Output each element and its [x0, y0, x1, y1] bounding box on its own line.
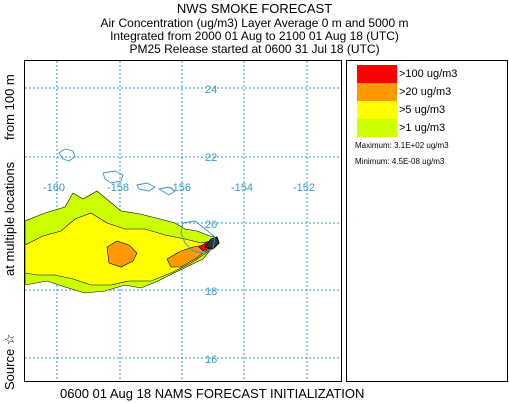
legend-panel: >100 ug/m3 >20 ug/m3 >5 ug/m3 >1 ug/m3 M…: [346, 60, 508, 382]
coastlines: [58, 148, 216, 254]
side-label: Source ☆ at multiple locations from 100 …: [0, 60, 24, 390]
concentration-subtitle: Air Concentration (ug/m3) Layer Average …: [100, 16, 409, 30]
release-height-label: from 100 m: [2, 74, 17, 140]
legend-label-100: >100 ug/m3: [399, 68, 458, 80]
legend-label-5: >5 ug/m3: [399, 104, 446, 116]
lon-label-2: -156: [169, 182, 191, 194]
lon-label-1: -158: [107, 182, 129, 194]
lon-label-0: -160: [43, 182, 65, 194]
source-label: Source ☆: [2, 333, 17, 390]
release-info: PM25 Release started at 0600 31 Jul 18 (…: [129, 42, 380, 56]
plume-contour-20b: [166, 244, 210, 268]
lon-label-4: -152: [293, 182, 315, 194]
legend-swatch-100: [357, 65, 397, 83]
lat-label-2: 20: [205, 219, 217, 231]
legend-item-5: >5 ug/m3: [357, 101, 445, 119]
smoke-map: -160 -158 -156 -154 -152 24 22 20 18 16: [24, 61, 341, 381]
lat-label-3: 18: [205, 286, 217, 298]
legend-item-20: >20 ug/m3: [357, 83, 451, 101]
legend-item-1: >1 ug/m3: [357, 119, 445, 137]
lat-label-4: 16: [205, 354, 217, 366]
legend-swatch-20: [357, 83, 397, 101]
multiple-locations-label: at multiple locations: [2, 161, 17, 276]
forecast-title: NWS SMOKE FORECAST: [176, 1, 333, 16]
source-cluster: [204, 236, 220, 250]
legend-swatch-5: [357, 101, 397, 119]
max-concentration: Maximum: 3.1E+02 ug/m3: [355, 141, 449, 150]
legend-swatch-1: [357, 119, 397, 137]
map-panel: -160 -158 -156 -154 -152 24 22 20 18 16: [24, 60, 342, 382]
model-initialization: 0600 01 Aug 18 NAMS FORECAST INITIALIZAT…: [60, 386, 365, 401]
lat-label-0: 24: [205, 84, 217, 96]
lon-label-3: -154: [231, 182, 253, 194]
legend-label-20: >20 ug/m3: [399, 86, 452, 98]
integration-period: Integrated from 2000 01 Aug to 2100 01 A…: [110, 29, 399, 43]
plume-contour-20: [106, 240, 138, 268]
min-concentration: Minimum: 4.5E-08 ug/m3: [355, 157, 445, 166]
legend-label-1: >1 ug/m3: [399, 122, 446, 134]
lat-label-1: 22: [205, 152, 217, 164]
legend-item-100: >100 ug/m3: [357, 65, 457, 83]
